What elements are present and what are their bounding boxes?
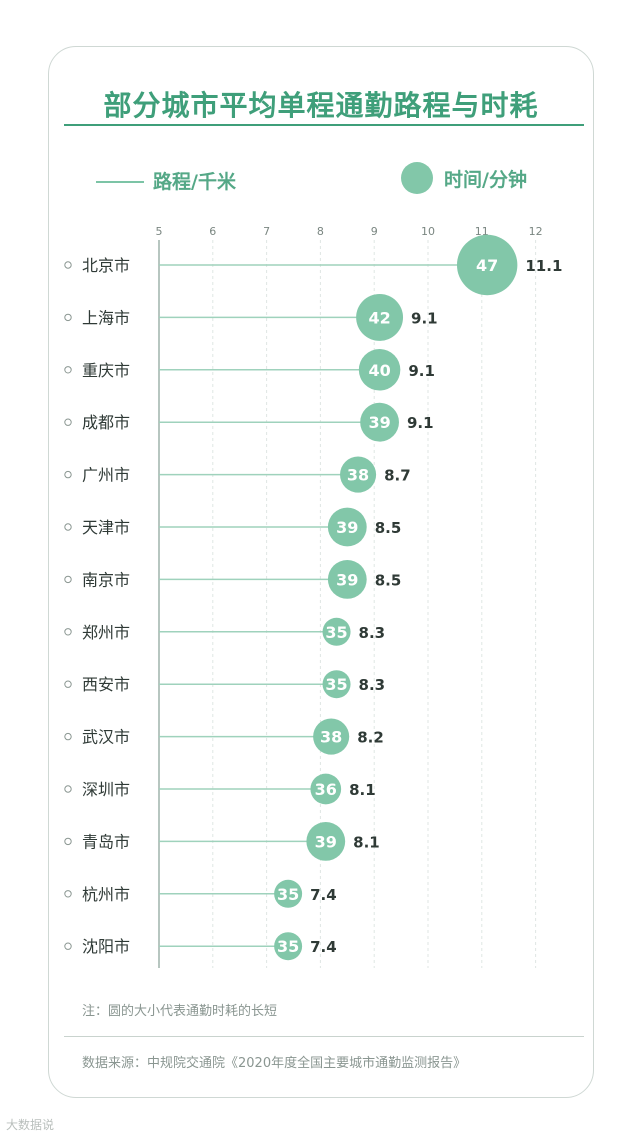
row-bullet [64, 470, 72, 479]
time-bubble [306, 822, 346, 861]
time-bubble [274, 879, 303, 908]
time-value-label: 38 [347, 466, 369, 485]
city-label: 郑州市 [82, 623, 130, 642]
time-value-label: 38 [320, 728, 342, 747]
city-label: 天津市 [82, 518, 130, 537]
x-tick-label: 6 [209, 225, 216, 238]
legend-circle-label: 时间/分钟 [444, 169, 527, 191]
city-label: 沈阳市 [82, 937, 130, 956]
x-tick-label: 7 [263, 225, 270, 238]
distance-value-label: 11.1 [525, 257, 562, 275]
city-label: 南京市 [82, 570, 130, 589]
title-underline [64, 124, 584, 126]
row-bullet [64, 261, 72, 269]
time-value-label: 39 [315, 832, 337, 851]
row-bullet [64, 732, 72, 741]
distance-value-label: 8.5 [375, 519, 402, 537]
row-bullet [64, 890, 72, 898]
time-value-label: 40 [368, 361, 390, 380]
city-label: 北京市 [82, 256, 130, 275]
time-bubble [340, 456, 377, 493]
time-value-label: 39 [368, 413, 390, 432]
x-tick-label: 10 [421, 225, 435, 238]
city-label: 重庆市 [82, 361, 130, 380]
city-label: 西安市 [82, 675, 130, 694]
x-tick-label: 11 [475, 225, 489, 238]
time-bubble [360, 402, 399, 442]
city-label: 上海市 [82, 308, 130, 327]
time-bubble [313, 718, 350, 755]
chart-card [48, 46, 594, 1098]
time-value-label: 35 [277, 937, 299, 956]
city-label: 成都市 [82, 413, 130, 432]
row-bullet [64, 575, 72, 584]
distance-value-label: 8.3 [359, 676, 386, 694]
time-value-label: 35 [325, 623, 347, 642]
row-bullet [64, 628, 72, 636]
distance-value-label: 8.5 [375, 571, 402, 589]
city-label: 深圳市 [82, 780, 130, 799]
time-value-label: 42 [368, 308, 390, 327]
distance-value-label: 7.4 [310, 886, 337, 904]
watermark-text: 大数据说 [6, 1118, 55, 1132]
distance-value-label: 9.1 [411, 309, 438, 327]
time-bubble [358, 349, 401, 391]
row-bullet [64, 418, 72, 426]
time-value-label: 39 [336, 570, 358, 589]
distance-value-label: 8.3 [359, 624, 386, 642]
chart-title: 部分城市平均单程通勤路程与时耗 [103, 89, 539, 122]
chart-note: 注：圆的大小代表通勤时耗的长短 [82, 1004, 278, 1019]
city-label: 广州市 [82, 466, 130, 485]
distance-value-label: 8.1 [349, 781, 376, 799]
city-label: 武汉市 [82, 728, 130, 747]
time-bubble [456, 234, 518, 296]
time-bubble [356, 293, 404, 341]
time-bubble [274, 932, 303, 961]
source-text: 数据来源：中规院交通院《2020年度全国主要城市通勤监测报告》 [82, 1056, 467, 1071]
distance-value-label: 8.1 [353, 833, 380, 851]
row-bullet [64, 680, 72, 688]
time-bubble [327, 507, 367, 547]
row-bullet [64, 523, 72, 531]
distance-value-label: 9.1 [408, 362, 435, 380]
time-value-label: 35 [277, 885, 299, 904]
x-tick-label: 8 [317, 225, 324, 238]
distance-value-label: 8.7 [384, 467, 411, 485]
time-value-label: 36 [315, 780, 337, 799]
time-bubble [310, 773, 342, 805]
x-tick-label: 12 [529, 225, 543, 238]
time-value-label: 39 [336, 518, 358, 537]
row-bullet [64, 785, 72, 793]
x-tick-label: 5 [156, 225, 163, 238]
distance-value-label: 7.4 [310, 938, 337, 956]
distance-value-label: 8.2 [357, 729, 384, 747]
time-bubble [322, 617, 351, 646]
time-bubble [327, 560, 367, 599]
time-bubble [322, 670, 351, 699]
time-value-label: 35 [325, 675, 347, 694]
legend-line-label: 路程/千米 [153, 171, 236, 193]
source-divider [64, 1036, 584, 1037]
legend-line-swatch [96, 181, 144, 183]
row-bullet [64, 366, 72, 374]
row-bullet [64, 942, 72, 950]
x-tick-label: 9 [371, 225, 378, 238]
legend-circle-swatch [401, 162, 433, 194]
row-bullet [64, 313, 72, 322]
city-label: 青岛市 [82, 832, 130, 851]
time-value-label: 47 [476, 256, 498, 275]
distance-value-label: 9.1 [407, 414, 434, 432]
city-label: 杭州市 [82, 885, 130, 904]
row-bullet [64, 837, 72, 846]
